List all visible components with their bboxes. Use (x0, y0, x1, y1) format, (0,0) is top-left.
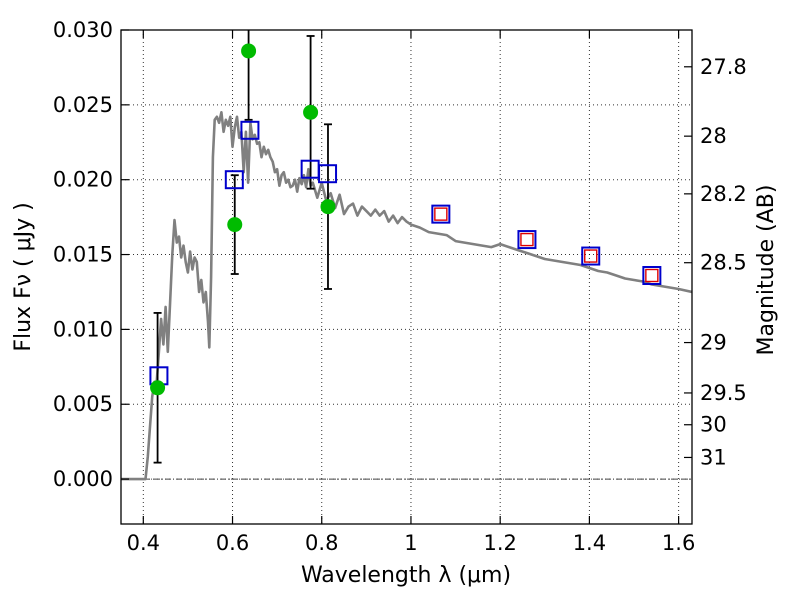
y-tick-label: 0.025 (53, 93, 113, 117)
y2-tick-label: 29.5 (700, 381, 747, 405)
model-photometry-inner-square (584, 249, 598, 263)
model-photometry-inner-square (645, 268, 659, 283)
plot-background (121, 30, 692, 524)
y2-axis-label: Magnitude (AB) (754, 185, 779, 356)
y2-tick-label: 29 (700, 331, 727, 355)
y-tick-label: 0.010 (53, 317, 113, 341)
x-tick-label: 1.4 (573, 531, 606, 555)
x-axis-label: Wavelength λ (μm) (301, 563, 511, 588)
y-tick-label: 0.020 (53, 168, 113, 192)
model-photometry-square (642, 266, 662, 286)
y2-tick-label: 31 (700, 445, 727, 469)
y-axis-label: Flux Fν ( μJy ) (11, 202, 36, 351)
model-spectrum-line (121, 111, 692, 481)
model-photometry-square (224, 170, 244, 190)
model-photometry-inner-square (520, 232, 534, 247)
y-tick-label: 0.005 (53, 392, 113, 416)
y2-tick-label: 30 (700, 413, 727, 437)
model-photometry-square (581, 246, 601, 266)
observed-point (150, 380, 166, 396)
model-photometry-inner-square (434, 207, 448, 221)
x-tick-label: 0.8 (305, 531, 338, 555)
observed-point (320, 199, 336, 215)
y-tick-label: 0.030 (53, 18, 113, 42)
x-tick-label: 1.2 (483, 531, 516, 555)
model-photometry-square (240, 120, 260, 140)
model-photometry (149, 120, 662, 386)
y-tick-label: 0.000 (53, 467, 113, 491)
observed-point (303, 104, 319, 120)
x-tick-label: 1.6 (662, 531, 695, 555)
x-tick-label: 0.4 (127, 531, 160, 555)
model-photometry-square (517, 230, 537, 250)
y-tick-label: 0.015 (53, 243, 113, 267)
y2-tick-label: 28 (700, 124, 727, 148)
y2-tick-label: 27.8 (700, 55, 747, 79)
observed-point (227, 217, 243, 233)
y2-tick-label: 28.5 (700, 251, 747, 275)
observed-point (241, 43, 257, 59)
x-tick-label: 1 (404, 531, 417, 555)
observed-photometry (150, 43, 336, 396)
model-photometry-square (318, 164, 338, 184)
axis-ticks: 0.4 0.6 0.8 1 1.2 1.4 1.6 0.000 0.005 0.010 0.015 0… (53, 18, 747, 555)
plot-frame (120, 29, 693, 525)
y2-tick-label: 28.2 (700, 182, 747, 206)
x-tick-label: 0.6 (216, 531, 249, 555)
model-photometry-square (431, 204, 451, 224)
model-spectrum-group (121, 111, 692, 481)
